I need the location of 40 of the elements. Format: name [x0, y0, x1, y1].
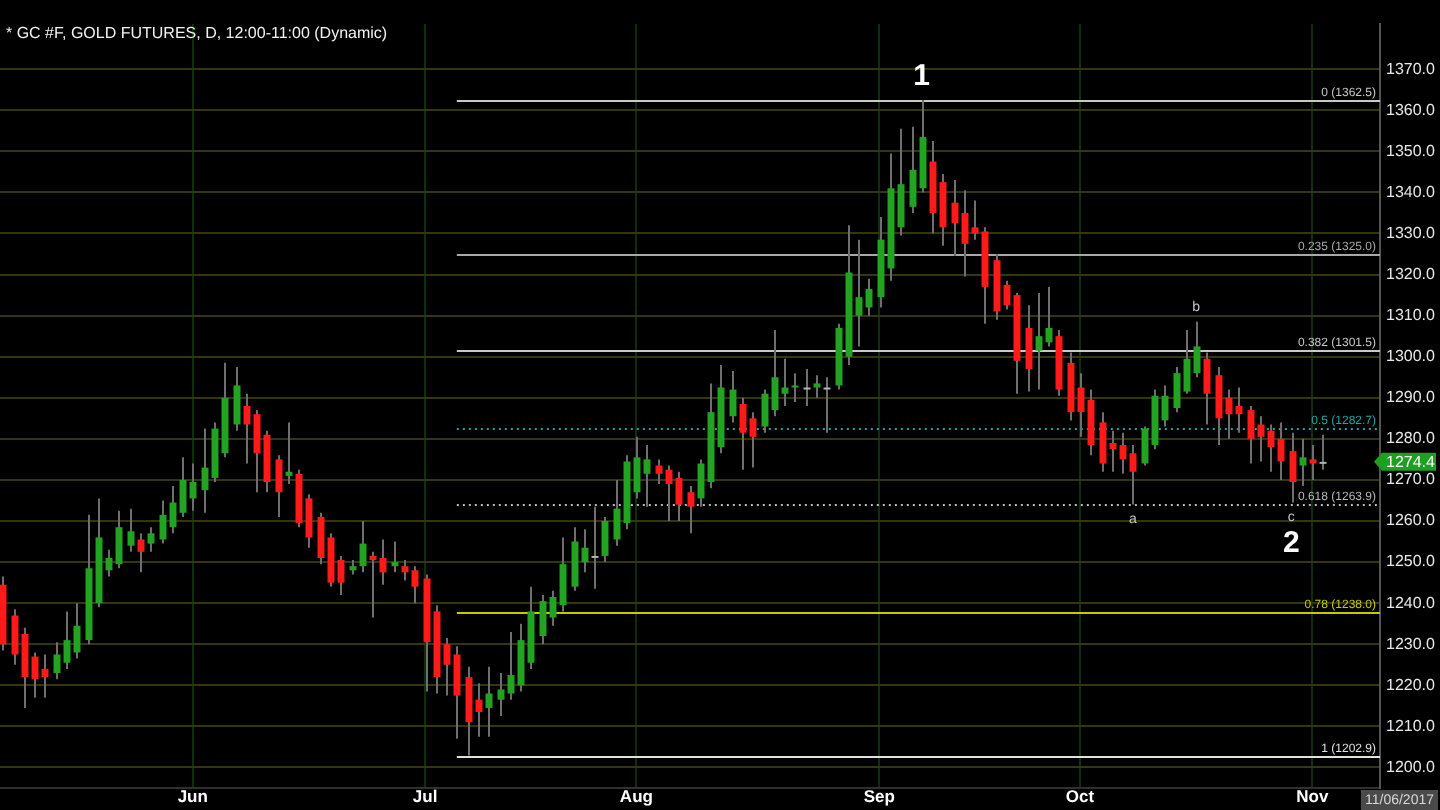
candlestick: [137, 532, 145, 574]
candlestick: [127, 507, 135, 553]
y-tick-label: 1360.0: [1386, 100, 1437, 119]
y-tick-label: 1250.0: [1386, 552, 1437, 571]
y-tick-label: 1270.0: [1386, 470, 1437, 489]
y-tick-label: 1260.0: [1386, 511, 1437, 530]
candlestick: [813, 374, 821, 399]
y-tick-label: 1300.0: [1386, 347, 1437, 366]
x-tick-label: Nov: [1296, 786, 1329, 807]
x-tick-label: Sep: [863, 786, 895, 807]
y-tick-label: 1210.0: [1386, 716, 1437, 735]
annotation: 2: [1282, 525, 1300, 560]
y-tick-label: 1290.0: [1386, 388, 1437, 407]
y-tick-label: 1240.0: [1386, 593, 1437, 612]
candlestick: [643, 444, 651, 508]
candlestick: [1257, 415, 1265, 463]
chart-title: * GC #F, GOLD FUTURES, D, 12:00-11:00 (Dynamic): [6, 24, 388, 43]
y-tick-label: 1370.0: [1386, 59, 1437, 78]
text: 1274.4: [1386, 453, 1437, 472]
candlestick: [687, 485, 695, 535]
y-tick-label: 1320.0: [1386, 264, 1437, 283]
candlestick: [1309, 444, 1317, 481]
y-tick-label: 1340.0: [1386, 182, 1437, 201]
x-tick-label: Jun: [177, 786, 208, 807]
candlestick: [1035, 292, 1043, 391]
candlestick: [497, 671, 505, 718]
y-tick-label: 1330.0: [1386, 223, 1437, 242]
annotation: 1: [913, 59, 930, 94]
candlestick: [791, 372, 799, 403]
x-tick-label: Oct: [1065, 786, 1095, 807]
y-tick-label: 1310.0: [1386, 306, 1437, 325]
x-tick-label: Jul: [412, 786, 438, 807]
y-tick-label: 1350.0: [1386, 141, 1437, 160]
candlestick: [147, 526, 155, 553]
x-tick-label: Aug: [619, 786, 653, 807]
y-tick-label: 1200.0: [1386, 757, 1437, 776]
y-tick-label: 1280.0: [1386, 429, 1437, 448]
y-tick-label: 1220.0: [1386, 675, 1437, 694]
y-tick-label: 1230.0: [1386, 634, 1437, 653]
candlestick: [1299, 437, 1307, 488]
